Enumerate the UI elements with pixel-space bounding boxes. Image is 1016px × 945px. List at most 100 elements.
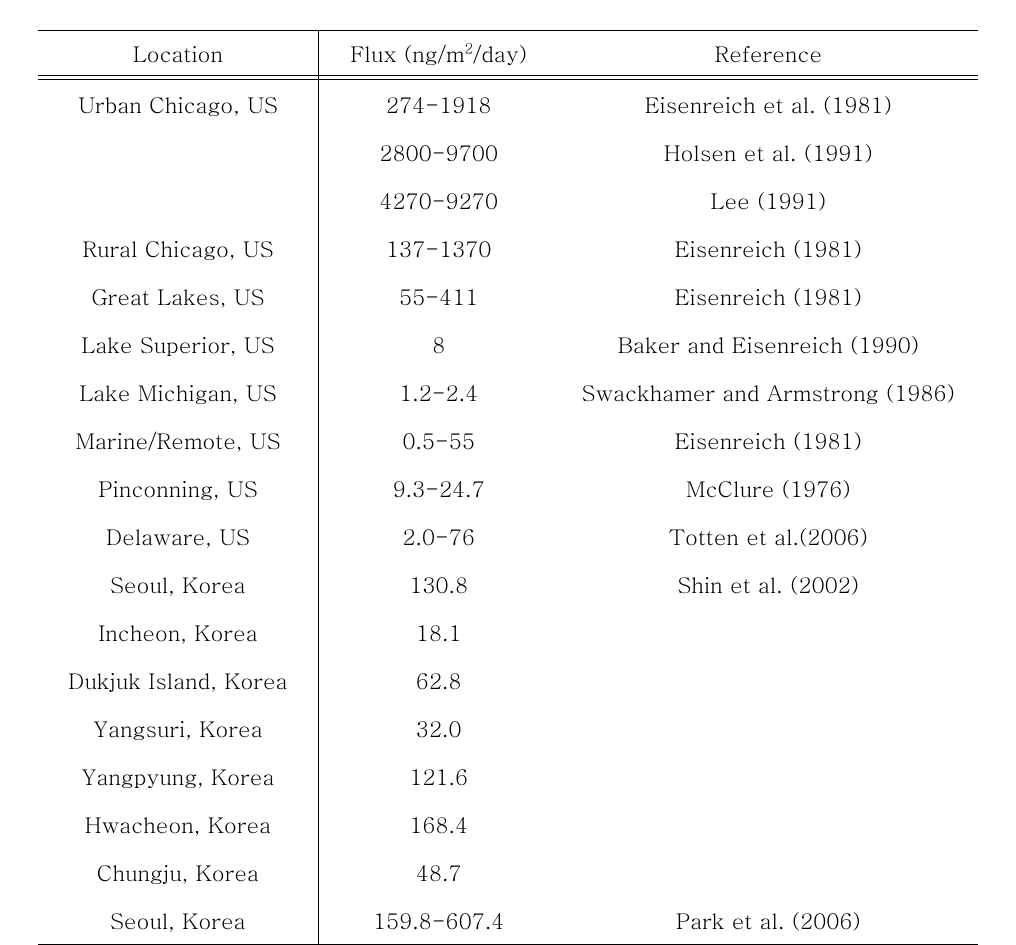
cell-location-text: Incheon, Korea [98, 617, 258, 648]
cell-reference: Eisenreich et al. (1981) [559, 80, 978, 129]
cell-location: Incheon, Korea [38, 608, 318, 656]
cell-location: Urban Chicago, US [38, 80, 318, 129]
table-row: Rural Chicago, US 137-1370 Eisenreich (1… [38, 224, 978, 272]
cell-flux-text: 62.8 [416, 665, 462, 696]
cell-reference-text: Swackhamer and Armstrong (1986) [582, 377, 955, 408]
cell-flux: 8 [318, 320, 558, 368]
cell-location: Lake Michigan, US [38, 368, 318, 416]
cell-location: Lake Superior, US [38, 320, 318, 368]
cell-reference: Lee (1991) [559, 176, 978, 224]
cell-location: Pinconning, US [38, 464, 318, 512]
cell-flux-text: 121.6 [409, 761, 468, 792]
table-row: Dukjuk Island, Korea 62.8 [38, 656, 978, 704]
cell-flux-text: 4270-9270 [379, 185, 498, 216]
cell-location [38, 128, 318, 176]
table-row: 4270-9270 Lee (1991) [38, 176, 978, 224]
col-header-flux-sup: 2 [464, 38, 473, 58]
cell-location-text: Dukjuk Island, Korea [68, 665, 287, 696]
cell-flux: 32.0 [318, 704, 558, 752]
cell-flux: 274-1918 [318, 80, 558, 129]
table-body: Urban Chicago, US 274-1918 Eisenreich et… [38, 80, 978, 945]
table-row: Yangsuri, Korea 32.0 [38, 704, 978, 752]
cell-location-text: Delaware, US [106, 521, 250, 552]
col-header-flux-text-2: /day) [473, 38, 527, 69]
col-header-location-text: Location [133, 38, 223, 69]
table-row: Seoul, Korea 159.8-607.4 Park et al. (20… [38, 896, 978, 945]
cell-reference-text: Eisenreich (1981) [675, 233, 862, 264]
table-row: Seoul, Korea 130.8 Shin et al. (2002) [38, 560, 978, 608]
flux-table: Location Flux (ng/m2/day) Reference Urba… [38, 30, 978, 945]
cell-location: Rural Chicago, US [38, 224, 318, 272]
cell-flux-text: 168.4 [409, 809, 468, 840]
table-row: Incheon, Korea 18.1 [38, 608, 978, 656]
cell-location-text: Urban Chicago, US [78, 89, 278, 120]
table-row: Yangpyung, Korea 121.6 [38, 752, 978, 800]
cell-reference-text: Holsen et al. (1991) [664, 137, 873, 168]
col-header-reference: Reference [559, 31, 978, 76]
cell-reference-text: Eisenreich (1981) [675, 425, 862, 456]
cell-reference [559, 704, 978, 752]
cell-location: Yangpyung, Korea [38, 752, 318, 800]
page: Location Flux (ng/m2/day) Reference Urba… [0, 30, 1016, 945]
table-row: 2800-9700 Holsen et al. (1991) [38, 128, 978, 176]
cell-flux: 121.6 [318, 752, 558, 800]
cell-reference: Swackhamer and Armstrong (1986) [559, 368, 978, 416]
cell-location-text: Pinconning, US [98, 473, 257, 504]
cell-flux-text: 2.0-76 [402, 521, 475, 552]
table-header-row: Location Flux (ng/m2/day) Reference [38, 31, 978, 76]
cell-location-text: Hwacheon, Korea [85, 809, 271, 840]
cell-flux: 48.7 [318, 848, 558, 896]
cell-location-text: Chungju, Korea [97, 857, 259, 888]
cell-location-text: Seoul, Korea [110, 569, 245, 600]
cell-location-text: Marine/Remote, US [75, 425, 280, 456]
table-row: Great Lakes, US 55-411 Eisenreich (1981) [38, 272, 978, 320]
cell-reference-text: Shin et al. (2002) [677, 569, 859, 600]
cell-location-text: Yangsuri, Korea [93, 713, 263, 744]
cell-flux-text: 159.8-607.4 [373, 905, 504, 936]
table-row: Marine/Remote, US 0.5-55 Eisenreich (198… [38, 416, 978, 464]
table-row: Delaware, US 2.0-76 Totten et al.(2006) [38, 512, 978, 560]
cell-reference: Totten et al.(2006) [559, 512, 978, 560]
cell-location [38, 176, 318, 224]
cell-flux: 9.3-24.7 [318, 464, 558, 512]
cell-location: Seoul, Korea [38, 560, 318, 608]
cell-flux-text: 0.5-55 [402, 425, 475, 456]
col-header-flux: Flux (ng/m2/day) [318, 31, 558, 76]
cell-location: Seoul, Korea [38, 896, 318, 945]
cell-flux: 168.4 [318, 800, 558, 848]
cell-reference: Park et al. (2006) [559, 896, 978, 945]
cell-location-text: Rural Chicago, US [82, 233, 273, 264]
cell-location-text: Lake Michigan, US [79, 377, 276, 408]
cell-flux: 2.0-76 [318, 512, 558, 560]
cell-flux-text: 2800-9700 [379, 137, 498, 168]
cell-location: Dukjuk Island, Korea [38, 656, 318, 704]
cell-location-text: Lake Superior, US [81, 329, 274, 360]
table-row: Hwacheon, Korea 168.4 [38, 800, 978, 848]
cell-flux: 55-411 [318, 272, 558, 320]
cell-reference-text: Totten et al.(2006) [669, 521, 868, 552]
cell-reference-text: Eisenreich (1981) [675, 281, 862, 312]
cell-reference: Eisenreich (1981) [559, 272, 978, 320]
cell-location-text: Seoul, Korea [110, 905, 245, 936]
cell-flux-text: 9.3-24.7 [393, 473, 485, 504]
cell-location-text: Yangpyung, Korea [81, 761, 274, 792]
cell-location-text: Great Lakes, US [91, 281, 264, 312]
cell-flux-text: 137-1370 [386, 233, 492, 264]
cell-reference [559, 848, 978, 896]
cell-flux-text: 274-1918 [386, 89, 492, 120]
table-row: Chungju, Korea 48.7 [38, 848, 978, 896]
cell-flux: 130.8 [318, 560, 558, 608]
cell-flux-text: 55-411 [399, 281, 478, 312]
cell-location: Chungju, Korea [38, 848, 318, 896]
cell-reference: Eisenreich (1981) [559, 224, 978, 272]
cell-reference: Holsen et al. (1991) [559, 128, 978, 176]
cell-flux: 0.5-55 [318, 416, 558, 464]
cell-flux: 137-1370 [318, 224, 558, 272]
cell-reference-text: Eisenreich et al. (1981) [645, 89, 892, 120]
cell-location: Great Lakes, US [38, 272, 318, 320]
cell-flux-text: 1.2-2.4 [399, 377, 478, 408]
cell-flux: 2800-9700 [318, 128, 558, 176]
cell-flux: 62.8 [318, 656, 558, 704]
table-row: Urban Chicago, US 274-1918 Eisenreich et… [38, 80, 978, 129]
table-row: Lake Michigan, US 1.2-2.4 Swackhamer and… [38, 368, 978, 416]
